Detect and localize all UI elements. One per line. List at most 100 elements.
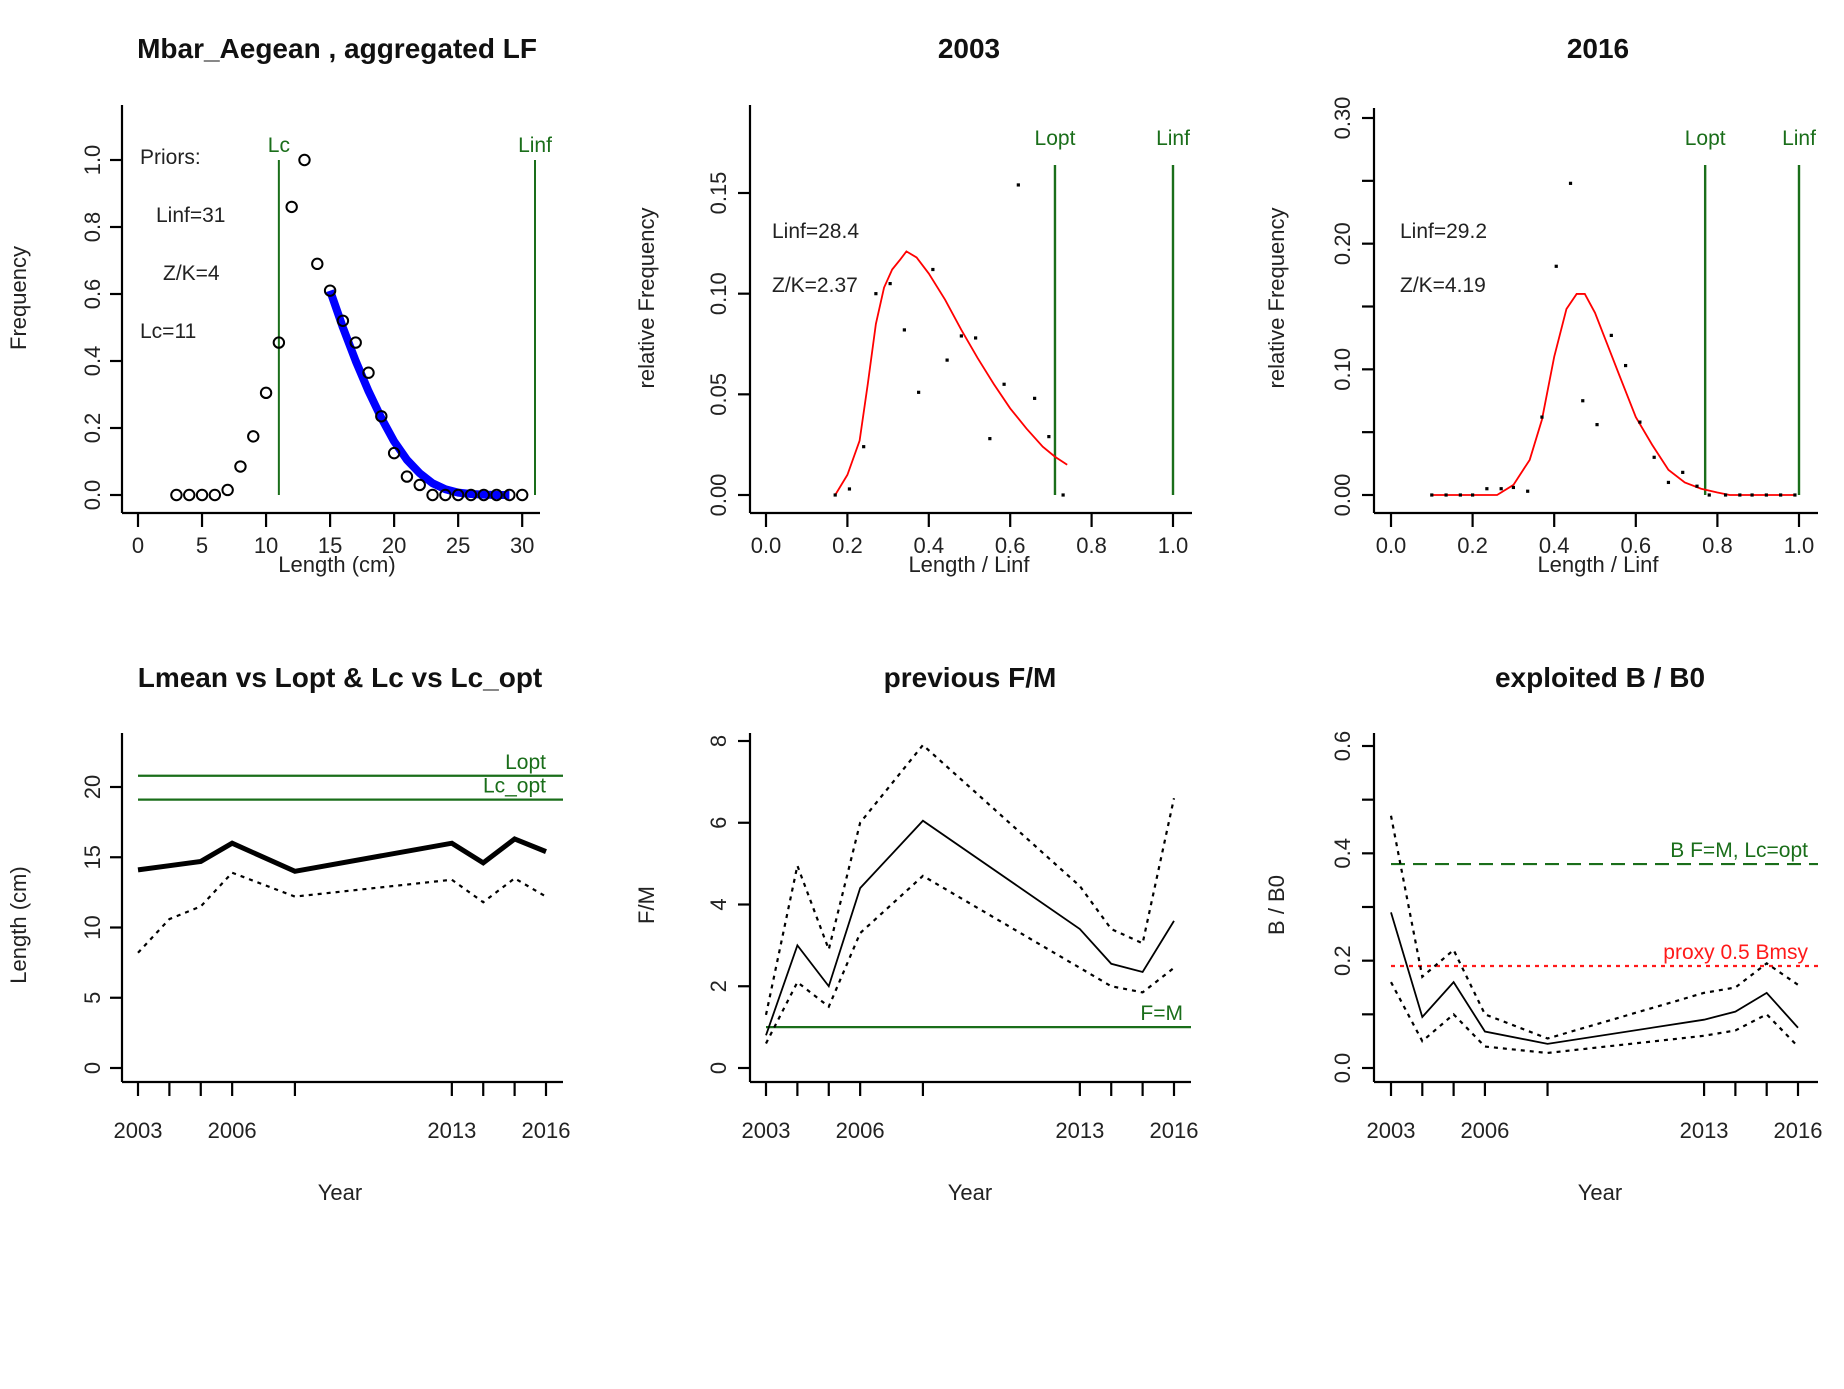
data-point — [323, 284, 337, 297]
data-point — [1609, 333, 1613, 338]
vline-label: Linf — [1782, 127, 1816, 150]
y-tick-label: 0.6 — [1330, 731, 1355, 762]
data-point — [1793, 493, 1797, 497]
data-point — [1779, 493, 1783, 497]
x-axis-label: Year — [1578, 1180, 1622, 1205]
data-point — [413, 478, 426, 492]
data-point — [1526, 489, 1530, 493]
x-tick-label: 0.0 — [1376, 533, 1407, 558]
annotation-text: Z/K=4 — [163, 262, 220, 285]
x-tick-label: 15 — [318, 533, 342, 558]
data-point — [988, 437, 992, 441]
series-line-lower — [765, 874, 1175, 1044]
y-tick-label: 0.15 — [706, 172, 731, 215]
x-axis-label: Year — [948, 1180, 992, 1205]
y-tick-label: 4 — [706, 898, 731, 910]
y-tick-label: 0 — [706, 1062, 731, 1074]
panel-title: Lmean vs Lopt & Lc vs Lc_opt — [138, 662, 543, 693]
annotation-text: Lc=11 — [140, 320, 196, 343]
data-point — [451, 488, 465, 502]
data-point — [1695, 484, 1699, 488]
data-point — [387, 446, 401, 460]
x-tick-label: 30 — [510, 533, 534, 558]
x-tick-label: 2003 — [742, 1118, 791, 1143]
y-axis-label: F/M — [634, 886, 659, 924]
y-axis-label: B / B0 — [1264, 875, 1289, 935]
data-point — [464, 488, 478, 502]
series-line-upper — [764, 743, 1176, 1016]
y-tick-label: 0.6 — [80, 279, 105, 310]
y-tick-label: 0.00 — [706, 474, 731, 517]
annotation-text: Z/K=4.19 — [1400, 274, 1486, 297]
x-tick-label: 2006 — [836, 1118, 885, 1143]
y-tick-label: 2 — [706, 980, 731, 992]
data-point — [1511, 485, 1515, 490]
data-point — [1061, 493, 1065, 497]
x-tick-label: 0.0 — [751, 533, 782, 558]
data-point — [1471, 493, 1475, 497]
y-tick-label: 0.4 — [1330, 838, 1355, 869]
vline-label: Lopt — [1035, 127, 1076, 150]
panel-title: exploited B / B0 — [1495, 662, 1705, 693]
x-tick-label: 2003 — [114, 1118, 163, 1143]
data-point — [1485, 487, 1489, 491]
x-tick-label: 0 — [132, 533, 144, 558]
data-point — [195, 488, 209, 502]
series-line-lc — [137, 871, 547, 954]
data-point — [1499, 487, 1503, 491]
data-point — [208, 488, 222, 502]
annotation-text: Linf=31 — [156, 204, 225, 227]
data-point — [847, 487, 852, 491]
x-tick-label: 5 — [196, 533, 208, 558]
data-point — [1002, 382, 1006, 386]
y-tick-label: 0 — [80, 1062, 105, 1074]
data-point — [1666, 480, 1671, 485]
x-tick-label: 2013 — [427, 1118, 476, 1143]
x-tick-label: 0.8 — [1702, 533, 1733, 558]
data-point — [349, 336, 362, 349]
x-axis-label: Length (cm) — [278, 552, 395, 577]
x-tick-label: 20 — [382, 533, 406, 558]
data-point — [902, 328, 906, 332]
data-point — [1707, 493, 1711, 497]
data-point — [515, 488, 529, 502]
x-tick-label: 0.4 — [1539, 533, 1570, 558]
hline-label: Lc_opt — [483, 775, 546, 798]
y-tick-label: 0.20 — [1330, 222, 1355, 265]
data-point — [874, 292, 878, 296]
data-point — [1047, 435, 1051, 439]
y-axis-label: relative Frequency — [1264, 208, 1289, 389]
panel-exploited-b-b0: exploited B / B0 Year B / B0 0.0 0.2 0.4 0.… — [1264, 662, 1822, 1205]
y-tick-label: 0.0 — [80, 480, 105, 511]
data-point — [247, 430, 260, 443]
x-tick-label: 2016 — [1774, 1118, 1823, 1143]
data-point — [1723, 493, 1728, 497]
y-tick-label: 0.2 — [1330, 945, 1355, 976]
data-point — [1738, 493, 1742, 497]
panel-previous-fm: previous F/M Year F/M 0 2 4 6 8 2003 2006 2013 2… — [634, 662, 1198, 1205]
y-tick-label: 15 — [80, 845, 105, 869]
hline-label: B F=M, Lc=opt — [1670, 839, 1808, 862]
y-tick-label: 10 — [80, 915, 105, 939]
data-point — [833, 493, 837, 497]
vline-label: Lc — [268, 134, 290, 157]
annotation-text: Linf=29.2 — [1400, 220, 1487, 243]
data-point — [259, 386, 273, 400]
y-tick-label: 0.30 — [1330, 97, 1355, 140]
data-point — [400, 470, 414, 483]
data-point — [336, 314, 350, 327]
data-point — [311, 257, 324, 271]
data-point — [477, 488, 490, 502]
data-point — [1764, 493, 1768, 497]
x-tick-label: 2013 — [1055, 1118, 1104, 1143]
data-point — [1624, 363, 1628, 368]
x-tick-label: 2006 — [208, 1118, 257, 1143]
data-point — [426, 488, 439, 502]
x-tick-label: 1.0 — [1784, 533, 1815, 558]
series-line-f-m — [765, 819, 1175, 1036]
vline-label: Lopt — [1685, 127, 1726, 150]
panel-title: 2003 — [938, 33, 1000, 64]
data-point — [1581, 399, 1585, 403]
